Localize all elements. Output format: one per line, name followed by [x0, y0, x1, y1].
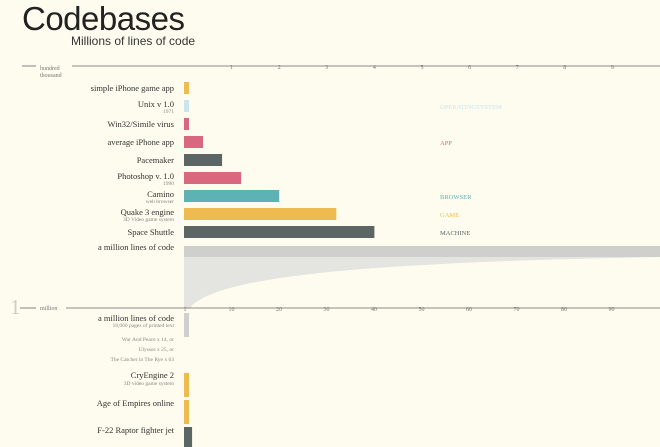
- bar-label: Pacemaker: [137, 155, 174, 165]
- axis-tick-label: 60: [466, 307, 472, 313]
- axis-tick-label: 50: [419, 307, 425, 313]
- scale-label: million: [40, 306, 57, 312]
- bar-label: Unix v 1.0: [138, 99, 174, 109]
- page-title: Codebases: [22, 0, 185, 37]
- bar: [184, 118, 189, 130]
- bar: [184, 136, 204, 148]
- axis-tick-label: 6: [468, 65, 471, 71]
- reference-bar-label: a million lines of code: [98, 242, 174, 252]
- axis-tick-label: 40: [371, 307, 377, 313]
- axis-tick-label: 5: [421, 65, 424, 71]
- bar-label: a million lines of code: [98, 313, 174, 323]
- bar-label: Camino: [147, 189, 174, 199]
- bar-label: Age of Empires online: [97, 398, 174, 408]
- axis-tick-label: 90: [609, 307, 615, 313]
- legend-entry: BROWSER: [440, 194, 472, 201]
- bar: [184, 172, 242, 184]
- axis-tick-label: 80: [561, 307, 567, 313]
- axis-tick-label: 8: [563, 65, 566, 71]
- bar-sublabel: 3D Video game system: [123, 217, 175, 223]
- bar: [184, 190, 280, 202]
- bar: [184, 373, 189, 397]
- scale-label-line1: hundred: [40, 66, 60, 72]
- bar-note: War And Peace x 14, or: [122, 337, 174, 343]
- legend-entry: GAME: [440, 212, 459, 219]
- bar-label: Quake 3 engine: [121, 207, 175, 217]
- legend-entry: MACHINE: [440, 230, 470, 237]
- axis-tick-label: 30: [324, 307, 330, 313]
- bar: [184, 154, 223, 166]
- axis-tick-label: 4: [373, 65, 376, 71]
- bar-label: Win32/Simile virus: [108, 119, 174, 129]
- bar-sublabel: 18,000 pages of printed text: [112, 322, 174, 329]
- bar-label: simple iPhone game app: [91, 83, 174, 93]
- bar: [184, 427, 193, 447]
- bar-label: Photoshop v. 1.0: [117, 171, 174, 181]
- bar-label: average iPhone app: [107, 137, 174, 147]
- axis-tick-label: 2: [278, 65, 281, 71]
- axis-tick-label: 70: [514, 307, 520, 313]
- bar-label: F-22 Raptor fighter jet: [97, 425, 174, 435]
- bar: [184, 82, 189, 94]
- bar-label: CryEngine 2: [131, 370, 174, 380]
- bar-sublabel: web browser: [146, 199, 174, 205]
- bar: [184, 208, 337, 220]
- axis-tick-label: 1: [230, 65, 233, 71]
- bar: [184, 226, 375, 238]
- bar-note: The Catcher in The Rye x 63: [110, 357, 174, 363]
- axis-tick-label: 7: [516, 65, 519, 71]
- axis-tick-label: 9: [611, 65, 614, 71]
- legend-entry: APP: [440, 140, 452, 147]
- scale-funnel: [184, 257, 660, 308]
- scale-number: 1: [10, 295, 21, 319]
- bar-sublabel: 3D video game system: [124, 381, 175, 387]
- axis-tick-label: 10: [229, 307, 235, 313]
- bar-sublabel: 1990: [163, 181, 174, 187]
- reference-bar: [184, 246, 660, 257]
- bar-note: Ulysses x 25, or: [139, 347, 175, 353]
- axis-tick-label: 3: [325, 65, 328, 71]
- axis-tick-label: 1: [184, 307, 187, 313]
- page-subtitle: Millions of lines of code: [71, 34, 196, 48]
- bar-sublabel: 1971: [163, 109, 174, 115]
- scale-label-line2: thousand: [40, 73, 62, 79]
- legend-entry: OPERATINGSYSTEM: [440, 104, 502, 111]
- bar: [184, 313, 189, 337]
- bar: [184, 100, 189, 112]
- bar: [184, 400, 189, 424]
- bar-label: Space Shuttle: [127, 227, 174, 237]
- axis-tick-label: 20: [276, 307, 282, 313]
